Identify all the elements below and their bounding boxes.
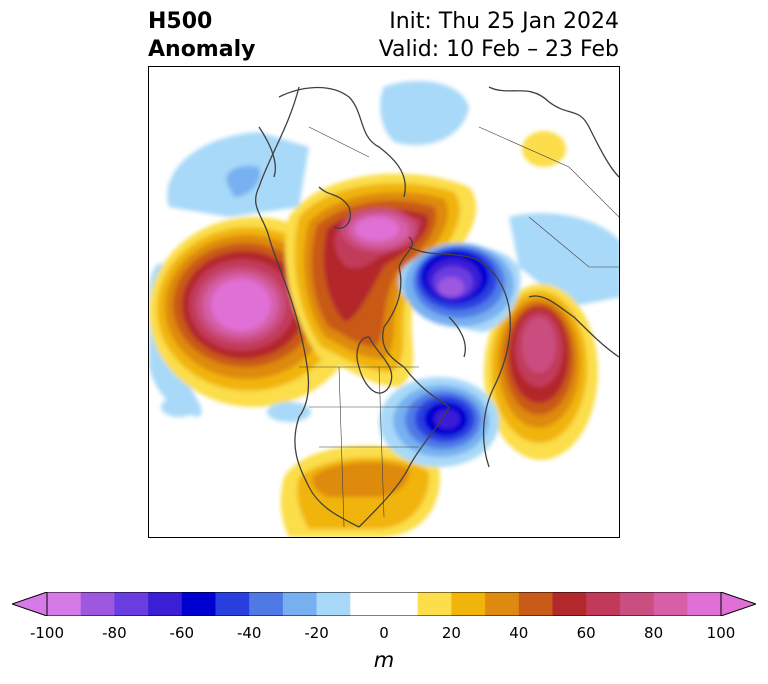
neg-area-eurasia (509, 213, 619, 307)
colorbar-cell (687, 592, 722, 616)
anomaly-map (148, 66, 620, 538)
colorbar (12, 592, 756, 616)
colorbar-cell (47, 592, 82, 616)
colorbar-unit: m (373, 648, 395, 672)
colorbar-cell (451, 592, 486, 616)
date-info: Init: Thu 25 Jan 2024 Valid: 10 Feb – 23… (379, 8, 619, 64)
colorbar-arrow-max (720, 592, 756, 616)
colorbar-tick-label: -20 (304, 624, 329, 642)
colorbar-cell (181, 592, 216, 616)
colorbar-tick-label: -80 (102, 624, 127, 642)
colorbar-cell (417, 592, 452, 616)
colorbar-cell (586, 592, 621, 616)
colorbar-tick-label: 80 (644, 624, 664, 642)
colorbar-cell (282, 592, 318, 616)
colorbar-cell (552, 592, 587, 616)
title-line2: Anomaly (148, 37, 256, 62)
colorbar-tick-label: 0 (379, 624, 389, 642)
title-line1: H500 (148, 9, 213, 34)
colorbar-cell (80, 592, 115, 616)
valid-dates: Valid: 10 Feb – 23 Feb (378, 37, 619, 62)
colorbar-tick-label: -40 (236, 624, 262, 642)
colorbar-cell (653, 592, 688, 616)
colorbar-cell (114, 592, 149, 616)
chart-title: H500 Anomaly (148, 8, 255, 64)
ridge-southern-us (280, 445, 440, 537)
ridge-scandinavia (484, 284, 598, 460)
coastlines (254, 86, 619, 528)
colorbar-cell (485, 592, 520, 616)
colorbar-cell (316, 592, 351, 616)
colorbar-tick-label: 40 (509, 624, 529, 642)
colorbar-cell (518, 592, 553, 616)
colorbar-tick-label: 20 (441, 624, 461, 642)
init-date: Init: Thu 25 Jan 2024 (389, 9, 619, 34)
colorbar-tick-label: 100 (706, 624, 736, 642)
colorbar-cell (148, 592, 183, 616)
ridge-arctic (285, 173, 477, 387)
borders (299, 126, 619, 528)
colorbar-cell (249, 592, 284, 616)
trough-atlantic (379, 377, 499, 467)
colorbar-tick-label: -60 (169, 624, 195, 642)
colorbar-tick-label: 60 (576, 624, 596, 642)
colorbar-cell (350, 592, 385, 616)
colorbar-cell (215, 592, 250, 616)
colorbar-tick-label: -100 (29, 624, 65, 642)
trough-siberia (398, 243, 521, 332)
colorbar-cell (619, 592, 655, 616)
colorbar-arrow-min (12, 592, 48, 616)
neg-area-arctic (380, 81, 469, 146)
colorbar-cell (384, 592, 419, 616)
